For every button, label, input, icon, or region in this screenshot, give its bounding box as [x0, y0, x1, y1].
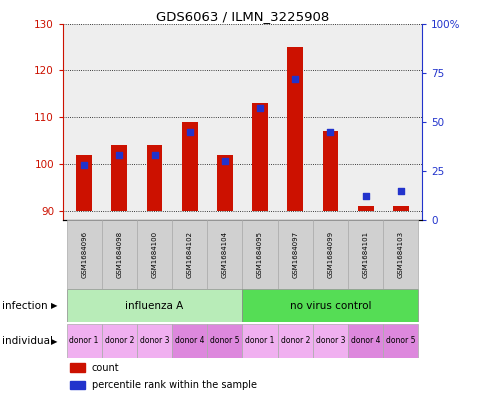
Text: donor 4: donor 4 — [350, 336, 379, 345]
Text: GSM1684102: GSM1684102 — [186, 231, 192, 278]
Text: GSM1684098: GSM1684098 — [116, 231, 122, 278]
Bar — [242, 220, 277, 289]
Bar — [111, 145, 127, 211]
Bar — [102, 324, 136, 358]
Bar — [136, 220, 172, 289]
Text: donor 2: donor 2 — [105, 336, 134, 345]
Bar — [102, 220, 136, 289]
Text: ▶: ▶ — [51, 301, 57, 310]
Text: no virus control: no virus control — [289, 301, 370, 310]
Bar — [312, 220, 348, 289]
Text: GSM1684099: GSM1684099 — [327, 231, 333, 278]
Point — [221, 158, 228, 164]
Bar — [357, 206, 373, 211]
Text: GSM1684103: GSM1684103 — [397, 231, 403, 278]
Text: donor 1: donor 1 — [245, 336, 274, 345]
Text: GSM1684100: GSM1684100 — [151, 231, 157, 278]
Point — [291, 75, 299, 82]
Bar — [207, 324, 242, 358]
Bar — [277, 324, 312, 358]
Bar — [172, 324, 207, 358]
Bar — [216, 154, 232, 211]
Point — [80, 162, 88, 168]
Point — [256, 105, 263, 111]
Bar — [146, 145, 162, 211]
Bar — [66, 289, 242, 322]
Bar — [66, 220, 102, 289]
Bar — [242, 289, 418, 322]
Text: GSM1684097: GSM1684097 — [292, 231, 298, 278]
Text: GSM1684101: GSM1684101 — [362, 231, 368, 278]
Text: infection: infection — [2, 301, 48, 311]
Text: donor 1: donor 1 — [69, 336, 99, 345]
Text: donor 2: donor 2 — [280, 336, 309, 345]
Point — [361, 193, 369, 200]
Bar — [287, 47, 302, 211]
Bar — [172, 220, 207, 289]
Text: GSM1684104: GSM1684104 — [222, 231, 227, 278]
Text: donor 5: donor 5 — [385, 336, 415, 345]
Bar — [66, 324, 102, 358]
Bar — [207, 220, 242, 289]
Text: percentile rank within the sample: percentile rank within the sample — [91, 380, 256, 390]
Bar — [312, 324, 348, 358]
Text: count: count — [91, 362, 119, 373]
Bar — [136, 324, 172, 358]
Bar — [182, 122, 197, 211]
Bar — [382, 220, 418, 289]
Text: influenza A: influenza A — [125, 301, 183, 310]
Bar — [382, 324, 418, 358]
Point — [185, 129, 193, 135]
Bar — [70, 381, 84, 389]
Bar — [70, 363, 84, 372]
Text: donor 3: donor 3 — [315, 336, 345, 345]
Text: GSM1684096: GSM1684096 — [81, 231, 87, 278]
Bar — [392, 206, 408, 211]
Text: ▶: ▶ — [51, 337, 57, 345]
Bar — [348, 220, 382, 289]
Bar — [277, 220, 312, 289]
Text: donor 5: donor 5 — [210, 336, 239, 345]
Bar — [348, 324, 382, 358]
Text: GSM1684095: GSM1684095 — [257, 231, 262, 278]
Bar — [322, 131, 338, 211]
Point — [326, 129, 333, 135]
Point — [151, 152, 158, 158]
Text: donor 3: donor 3 — [139, 336, 169, 345]
Point — [396, 187, 404, 194]
Bar — [252, 103, 268, 211]
Text: GDS6063 / ILMN_3225908: GDS6063 / ILMN_3225908 — [155, 10, 329, 23]
Bar — [242, 324, 277, 358]
Bar — [76, 154, 92, 211]
Text: individual: individual — [2, 336, 53, 346]
Text: donor 4: donor 4 — [175, 336, 204, 345]
Point — [115, 152, 123, 158]
